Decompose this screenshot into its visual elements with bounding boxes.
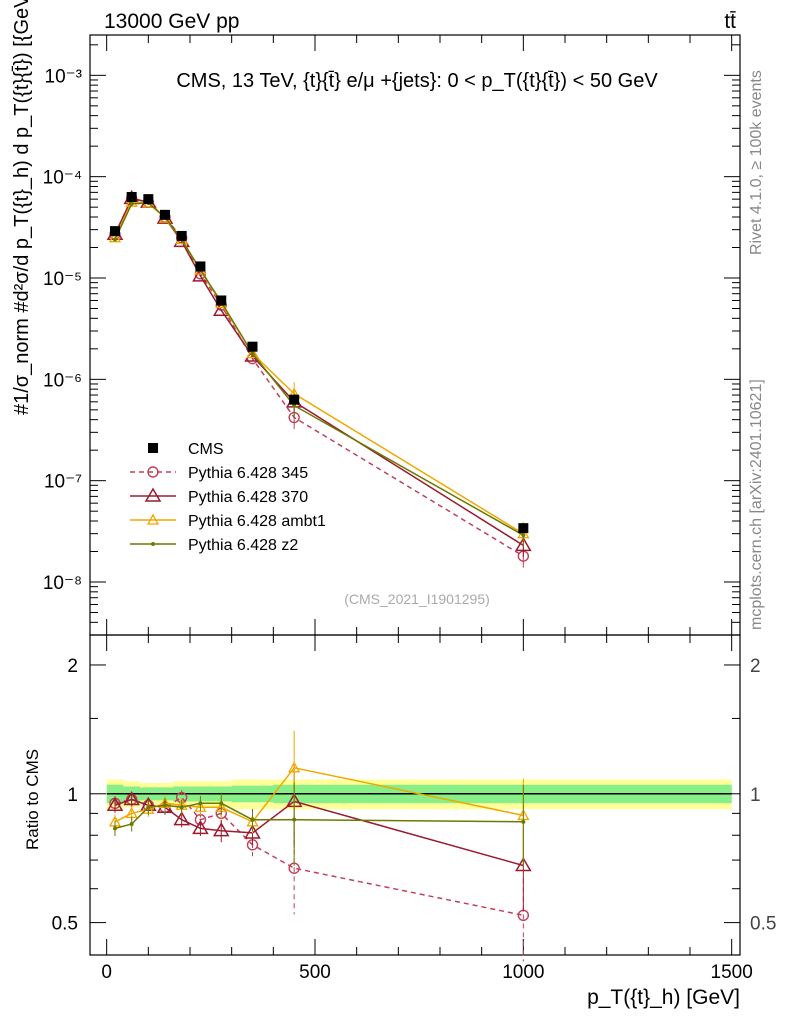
data-point xyxy=(108,231,122,243)
x-tick-label: 0 xyxy=(101,962,112,983)
legend-label: Pythia 6.428 370 xyxy=(188,489,308,506)
series-line xyxy=(114,201,524,535)
ratio-y-tick-label: 2 xyxy=(67,656,78,677)
main-plot-panel: CMS, 13 TeV, {t}{t̄} e/μ +{jets}: 0 < p_… xyxy=(11,0,741,636)
data-point xyxy=(129,201,134,206)
data-point xyxy=(246,347,259,359)
main-y-tick-label: 10⁻⁷ xyxy=(44,472,82,493)
data-point xyxy=(289,394,300,405)
series-pythia-6-428-370 xyxy=(106,189,532,557)
ratio-point xyxy=(288,761,301,773)
ratio-series-pythia-6-428-345 xyxy=(109,790,530,962)
data-point xyxy=(515,536,532,552)
ratio-y-tick-label-right: 0.5 xyxy=(750,914,776,935)
legend-item: Pythia 6.428 z2 xyxy=(130,537,298,554)
data-point xyxy=(176,230,187,241)
data-point xyxy=(113,237,117,242)
x-tick-label: 1000 xyxy=(502,962,544,983)
legend-marker xyxy=(146,513,160,525)
ratio-point xyxy=(113,826,117,831)
ratio-point xyxy=(521,819,526,824)
main-y-axis-label: #1/σ_norm #d²σ/d p_T({t}_h) d p_T({t}{t̄… xyxy=(11,0,33,415)
ratio-line xyxy=(114,796,524,917)
ratio-point xyxy=(515,856,532,872)
series-line xyxy=(114,202,524,536)
legend-item: Pythia 6.428 370 xyxy=(130,487,308,506)
ratio-point xyxy=(250,817,255,822)
legend-item: Pythia 6.428 345 xyxy=(130,465,308,482)
ratio-point xyxy=(179,805,184,810)
ratio-line xyxy=(114,766,524,823)
main-plot-title: CMS, 13 TeV, {t}{t̄} e/μ +{jets}: 0 < p_… xyxy=(176,70,658,92)
ratio-point xyxy=(129,821,134,826)
legend-label: Pythia 6.428 z2 xyxy=(188,537,298,554)
ratio-y-axis-label: Ratio to CMS xyxy=(23,749,42,850)
data-point xyxy=(160,209,170,220)
process-label: tt̄ xyxy=(724,10,736,33)
ratio-series-pythia-6-428-z2 xyxy=(113,782,526,868)
legend-marker xyxy=(147,466,159,478)
ratio-point xyxy=(106,796,124,812)
series-pythia-6-428-z2 xyxy=(113,200,526,547)
data-point xyxy=(143,194,154,205)
ratio-y-tick-label-right: 2 xyxy=(750,656,761,677)
ratio-point xyxy=(146,805,151,810)
analysis-id-watermark: (CMS_2021_I1901295) xyxy=(344,591,490,607)
ratio-point xyxy=(212,822,230,837)
legend-marker xyxy=(144,487,162,502)
rivet-version-label: Rivet 4.1.0, ≥ 100k events xyxy=(748,70,765,255)
data-point xyxy=(521,533,526,538)
series-cms xyxy=(110,191,529,534)
data-point xyxy=(110,226,120,237)
legend-item: Pythia 6.428 ambt1 xyxy=(130,513,326,530)
main-y-tick-label: 10⁻⁶ xyxy=(43,370,82,391)
legend-label: Pythia 6.428 345 xyxy=(188,465,308,482)
ratio-point xyxy=(292,817,297,822)
ratio-point xyxy=(123,790,140,806)
series-line xyxy=(114,197,524,547)
ratio-line xyxy=(114,798,524,867)
data-point xyxy=(126,191,137,202)
ratio-point xyxy=(244,824,261,839)
legend-label: Pythia 6.428 ambt1 xyxy=(188,513,326,530)
series-line xyxy=(114,197,524,557)
main-y-tick-label: 10⁻³ xyxy=(45,66,83,87)
ratio-plot-panel: Ratio to CMS p_T({t}_h) [GeV] 0 500 1000 15… xyxy=(23,634,776,1009)
main-y-tick-label: 10⁻⁸ xyxy=(43,573,82,594)
legend-marker xyxy=(151,542,155,546)
x-tick-label: 500 xyxy=(299,962,331,983)
main-y-tick-label: 10⁻⁵ xyxy=(43,269,82,290)
data-point xyxy=(216,295,227,306)
ratio-point xyxy=(163,803,167,808)
x-tick-label: 1500 xyxy=(711,962,753,983)
ratio-point xyxy=(198,801,203,806)
legend-marker xyxy=(148,443,158,453)
data-point xyxy=(250,351,255,356)
data-point xyxy=(518,523,529,534)
data-point xyxy=(247,341,258,352)
ratio-point xyxy=(192,819,209,835)
data-point xyxy=(195,261,206,272)
legend-label: CMS xyxy=(188,441,224,458)
mcplots-url-label: mcplots.cern.ch [arXiv:2401.10621] xyxy=(748,379,765,630)
ratio-point xyxy=(194,800,207,812)
series-pythia-6-428-ambt1 xyxy=(108,195,530,546)
ratio-y-tick-label: 0.5 xyxy=(52,914,78,935)
ratio-y-tick-label: 1 xyxy=(67,785,78,806)
ratio-point xyxy=(173,811,190,826)
legend-item: CMS xyxy=(148,441,224,458)
series-pythia-6-428-345 xyxy=(109,192,530,568)
ratio-plot-frame xyxy=(89,634,741,956)
legend: CMS Pythia 6.428 345 Pythia 6.428 370 Pythi… xyxy=(130,441,326,554)
ratio-y-tick-label-right: 1 xyxy=(750,785,761,806)
x-axis-label: p_T({t}_h) [GeV] xyxy=(587,986,740,1009)
beam-label: 13000 GeV pp xyxy=(104,10,239,33)
ratio-line xyxy=(114,802,524,830)
ratio-point xyxy=(219,801,224,806)
main-y-tick-label: 10⁻⁴ xyxy=(43,168,82,189)
